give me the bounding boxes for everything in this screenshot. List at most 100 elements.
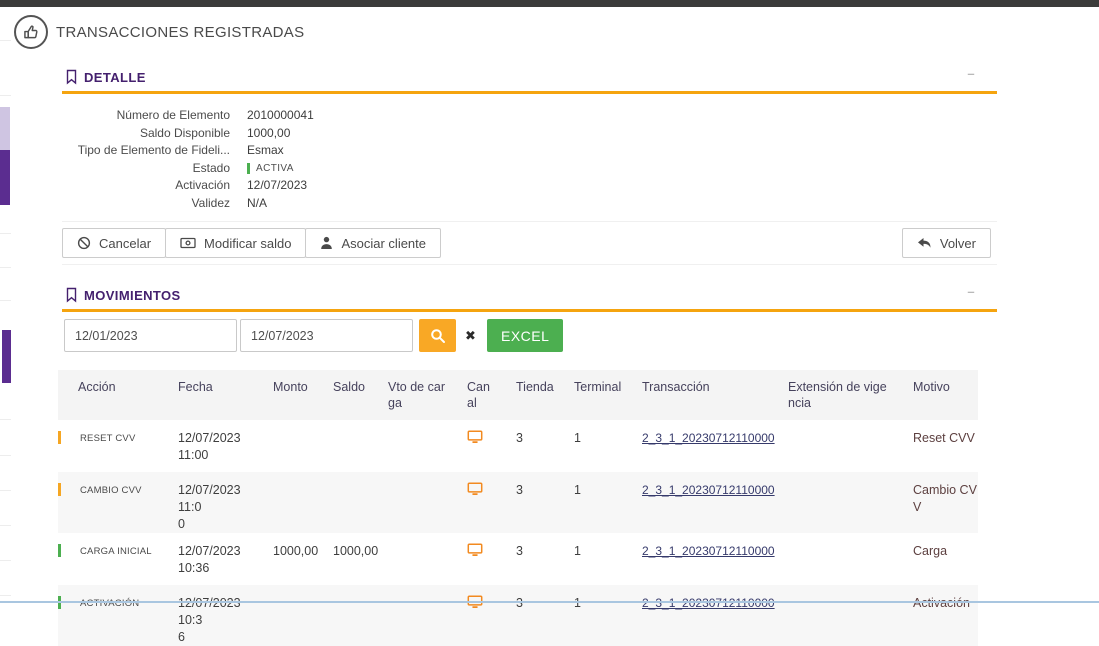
table-body: RESET CVV 12/07/2023 11:00 3 1 2_3_1_202… bbox=[58, 420, 978, 646]
page-title: TRANSACCIONES REGISTRADAS bbox=[56, 23, 305, 41]
column-header: Extensión de vigencia bbox=[768, 370, 893, 420]
cell-transaccion: 2_3_1_20230712110000 bbox=[622, 472, 775, 533]
column-header: Terminal bbox=[554, 370, 622, 420]
field-value: Esmax bbox=[247, 142, 284, 160]
status-bar bbox=[247, 162, 250, 174]
field-value-text: 1000,00 bbox=[247, 125, 291, 140]
reply-arrow-icon bbox=[917, 237, 931, 248]
canal-monitor-icon bbox=[467, 430, 483, 443]
cell-canal bbox=[447, 585, 496, 646]
column-header: Tienda bbox=[496, 370, 554, 420]
cell-vto-de-carga bbox=[368, 472, 447, 533]
cell-transaccion: 2_3_1_20230712110000 bbox=[622, 533, 775, 585]
date-to-input[interactable] bbox=[240, 319, 413, 352]
banknote-icon bbox=[180, 237, 196, 249]
clear-filter-button[interactable]: ✖ bbox=[456, 319, 485, 352]
field-value-text: ACTIVA bbox=[256, 162, 294, 174]
movimientos-collapse-toggle[interactable]: – bbox=[967, 284, 975, 299]
cell-extension bbox=[768, 585, 893, 646]
sidebar-item-highlight bbox=[0, 107, 10, 150]
window-top-bar bbox=[0, 0, 1099, 7]
transaction-link[interactable]: 2_3_1_20230712110000 bbox=[642, 544, 775, 558]
cell-canal bbox=[447, 472, 496, 533]
cell-transaccion: 2_3_1_20230712110000 bbox=[622, 420, 775, 472]
cell-fecha: 12/07/2023 11:00 bbox=[178, 431, 241, 462]
cell-accion: ACTIVACIÓN bbox=[58, 585, 158, 646]
cell-canal bbox=[447, 533, 496, 585]
cell-terminal: 1 bbox=[574, 544, 581, 558]
table-header-row: Acción Fecha Monto Saldo Vto de carga Canal Ti… bbox=[58, 370, 978, 420]
field-label: Estado bbox=[192, 160, 230, 175]
back-button[interactable]: Volver bbox=[901, 228, 991, 258]
cell-motivo: Reset CVV bbox=[913, 431, 975, 445]
excel-export-button[interactable]: EXCEL bbox=[487, 319, 564, 352]
movimientos-section-header: MOVIMIENTOS – bbox=[62, 282, 997, 312]
detail-field-row: Validez N/A bbox=[62, 195, 997, 213]
cell-saldo bbox=[313, 585, 368, 646]
field-value-text: 12/07/2023 bbox=[247, 178, 308, 192]
field-label: Número de Elemento bbox=[116, 108, 230, 122]
cell-fecha: 12/07/2023 11:0 0 bbox=[178, 483, 241, 531]
divider bbox=[62, 264, 997, 265]
cell-accion: CAMBIO CVV bbox=[58, 472, 158, 533]
table-row: RESET CVV 12/07/2023 11:00 3 1 2_3_1_202… bbox=[58, 420, 978, 472]
cell-accion: RESET CVV bbox=[58, 420, 158, 472]
ban-icon bbox=[77, 236, 91, 250]
transaction-link[interactable]: 2_3_1_20230712110000 bbox=[642, 431, 775, 445]
cell-saldo bbox=[313, 420, 368, 472]
sidebar-item-active bbox=[0, 150, 10, 205]
detail-fields: Número de Elemento 2010000041 Saldo Disp… bbox=[62, 107, 997, 212]
table-row: ACTIVACIÓN 12/07/2023 10:3 6 3 1 2_3_1_2… bbox=[58, 585, 978, 646]
cell-terminal: 1 bbox=[574, 431, 581, 445]
transaction-link[interactable]: 2_3_1_20230712110000 bbox=[642, 596, 775, 610]
transaction-link[interactable]: 2_3_1_20230712110000 bbox=[642, 483, 775, 497]
page-header: TRANSACCIONES REGISTRADAS bbox=[14, 15, 1099, 49]
cell-vto-de-carga bbox=[368, 585, 447, 646]
column-header: Monto bbox=[253, 370, 313, 420]
search-button[interactable] bbox=[419, 319, 456, 352]
detalle-collapse-toggle[interactable]: – bbox=[967, 66, 975, 81]
cell-accion: CARGA INICIAL bbox=[58, 533, 158, 585]
cancel-button[interactable]: Cancelar bbox=[62, 228, 167, 258]
cell-motivo: Cambio CV V bbox=[913, 483, 977, 514]
cell-fecha: 12/07/2023 10:3 6 bbox=[178, 596, 241, 644]
filter-row: ✖ EXCEL bbox=[64, 319, 997, 352]
field-value: 1000,00 bbox=[247, 125, 290, 143]
column-header: Fecha bbox=[158, 370, 253, 420]
field-value-text: N/A bbox=[247, 195, 268, 210]
column-header: Saldo bbox=[313, 370, 368, 420]
modify-balance-button[interactable]: Modificar saldo bbox=[165, 228, 307, 258]
action-accent-bar bbox=[58, 431, 61, 444]
cell-extension bbox=[768, 533, 893, 585]
sidebar-item-active-2 bbox=[2, 330, 11, 383]
cell-monto bbox=[253, 420, 313, 472]
detail-field-row: Activación 12/07/2023 bbox=[62, 177, 997, 195]
associate-client-button[interactable]: Asociar cliente bbox=[305, 228, 442, 258]
cell-tienda: 3 bbox=[516, 596, 523, 610]
field-label: Activación bbox=[175, 178, 230, 192]
field-value: 12/07/2023 bbox=[247, 177, 307, 195]
cell-terminal: 1 bbox=[574, 596, 581, 610]
cell-vto-de-carga bbox=[368, 533, 447, 585]
action-accent-bar bbox=[58, 483, 61, 496]
date-from-input[interactable] bbox=[64, 319, 237, 352]
field-value: ACTIVA bbox=[247, 160, 294, 178]
detail-field-row: Saldo Disponible 1000,00 bbox=[62, 125, 997, 143]
detail-field-row: Tipo de Elemento de Fideli... Esmax bbox=[62, 142, 997, 160]
divider bbox=[62, 221, 997, 222]
cell-canal bbox=[447, 420, 496, 472]
cell-saldo bbox=[313, 472, 368, 533]
column-header: Vto de carga bbox=[368, 370, 447, 420]
cell-tienda: 3 bbox=[516, 483, 523, 497]
column-header: Canal bbox=[447, 370, 496, 420]
detail-field-row: Estado ACTIVA bbox=[62, 160, 997, 178]
collapsed-sidebar bbox=[0, 7, 11, 601]
cell-saldo: 1000,00 bbox=[333, 544, 379, 558]
field-value-text: Esmax bbox=[247, 143, 284, 157]
cell-terminal: 1 bbox=[574, 483, 581, 497]
column-header: Motivo bbox=[893, 370, 978, 420]
field-value-text: 2010000041 bbox=[247, 108, 314, 122]
cell-transaccion: 2_3_1_20230712110000 bbox=[622, 585, 775, 646]
field-value: N/A bbox=[247, 195, 267, 213]
table-row: CAMBIO CVV 12/07/2023 11:0 0 3 1 2_3_1_2… bbox=[58, 472, 978, 533]
